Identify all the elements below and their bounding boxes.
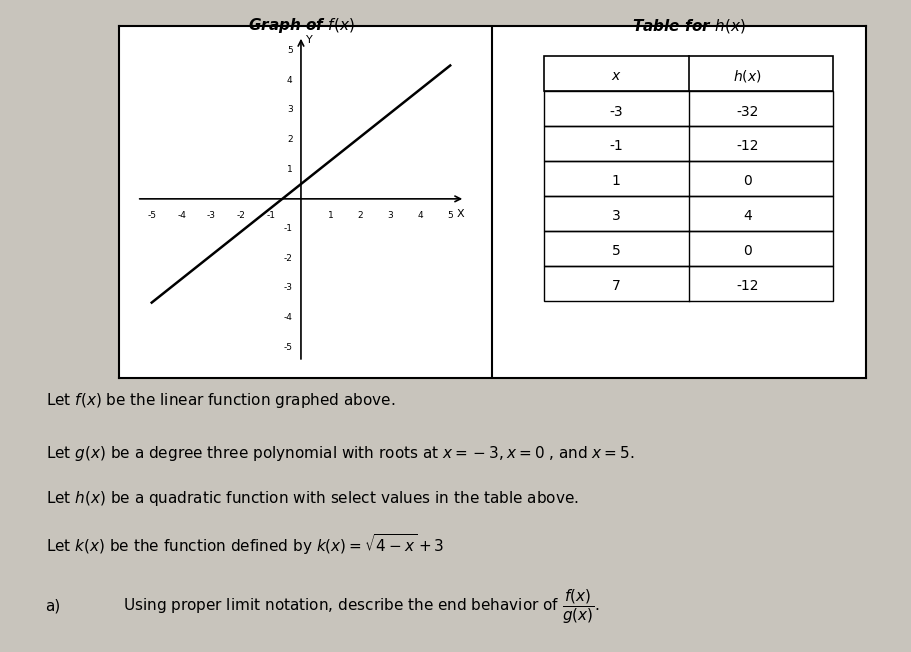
Text: 5: 5 bbox=[287, 46, 292, 55]
Text: $x$: $x$ bbox=[610, 68, 621, 83]
Text: 5: 5 bbox=[611, 244, 620, 258]
Bar bbox=[544, 57, 832, 91]
Text: $h(x)$: $h(x)$ bbox=[732, 68, 761, 83]
Text: -12: -12 bbox=[735, 279, 758, 293]
Text: -1: -1 bbox=[609, 140, 622, 153]
Bar bbox=[544, 266, 832, 301]
Text: -2: -2 bbox=[237, 211, 245, 220]
Text: a): a) bbox=[46, 599, 61, 614]
Bar bbox=[544, 126, 832, 161]
Text: -12: -12 bbox=[735, 140, 758, 153]
Text: 2: 2 bbox=[287, 135, 292, 144]
Text: -1: -1 bbox=[266, 211, 275, 220]
Bar bbox=[544, 231, 832, 266]
Text: 1: 1 bbox=[611, 174, 620, 188]
Text: -4: -4 bbox=[283, 313, 292, 322]
Text: 2: 2 bbox=[357, 211, 363, 220]
Text: -5: -5 bbox=[283, 342, 292, 351]
Text: 0: 0 bbox=[742, 174, 752, 188]
Bar bbox=[544, 161, 832, 196]
Text: 1: 1 bbox=[287, 165, 292, 173]
Text: -2: -2 bbox=[283, 254, 292, 263]
Text: 0: 0 bbox=[742, 244, 752, 258]
Text: 5: 5 bbox=[446, 211, 453, 220]
Text: Using proper limit notation, describe the end behavior of $\dfrac{f(x)}{g(x)}$.: Using proper limit notation, describe th… bbox=[123, 587, 599, 626]
Text: Let $h(x)$ be a quadratic function with select values in the table above.: Let $h(x)$ be a quadratic function with … bbox=[46, 489, 578, 509]
Text: 3: 3 bbox=[611, 209, 620, 223]
Bar bbox=[544, 196, 832, 231]
Text: -3: -3 bbox=[283, 283, 292, 292]
Text: Y: Y bbox=[305, 35, 312, 45]
Text: -1: -1 bbox=[283, 224, 292, 233]
Text: 1: 1 bbox=[328, 211, 333, 220]
Text: 4: 4 bbox=[742, 209, 752, 223]
Text: X: X bbox=[456, 209, 464, 218]
Text: Let $f(x)$ be the linear function graphed above.: Let $f(x)$ be the linear function graphe… bbox=[46, 391, 394, 411]
Text: -32: -32 bbox=[736, 104, 758, 119]
Text: 3: 3 bbox=[387, 211, 393, 220]
Text: -5: -5 bbox=[147, 211, 156, 220]
Text: Let $g(x)$ be a degree three polynomial with roots at $x=-3, x=0$ , and $x=5$.: Let $g(x)$ be a degree three polynomial … bbox=[46, 443, 633, 463]
Text: -4: -4 bbox=[177, 211, 186, 220]
Text: -3: -3 bbox=[609, 104, 622, 119]
Text: 7: 7 bbox=[611, 279, 620, 293]
Text: -3: -3 bbox=[207, 211, 216, 220]
Text: 4: 4 bbox=[287, 76, 292, 85]
Text: 3: 3 bbox=[287, 106, 292, 115]
Title: Graph of $f(x)$: Graph of $f(x)$ bbox=[247, 16, 354, 35]
Title: Table for $h(x)$: Table for $h(x)$ bbox=[631, 17, 744, 35]
Text: Let $k(x)$ be the function defined by $k(x)=\sqrt{4-x}+3$: Let $k(x)$ be the function defined by $k… bbox=[46, 532, 444, 557]
Bar bbox=[544, 91, 832, 126]
Text: 4: 4 bbox=[417, 211, 423, 220]
